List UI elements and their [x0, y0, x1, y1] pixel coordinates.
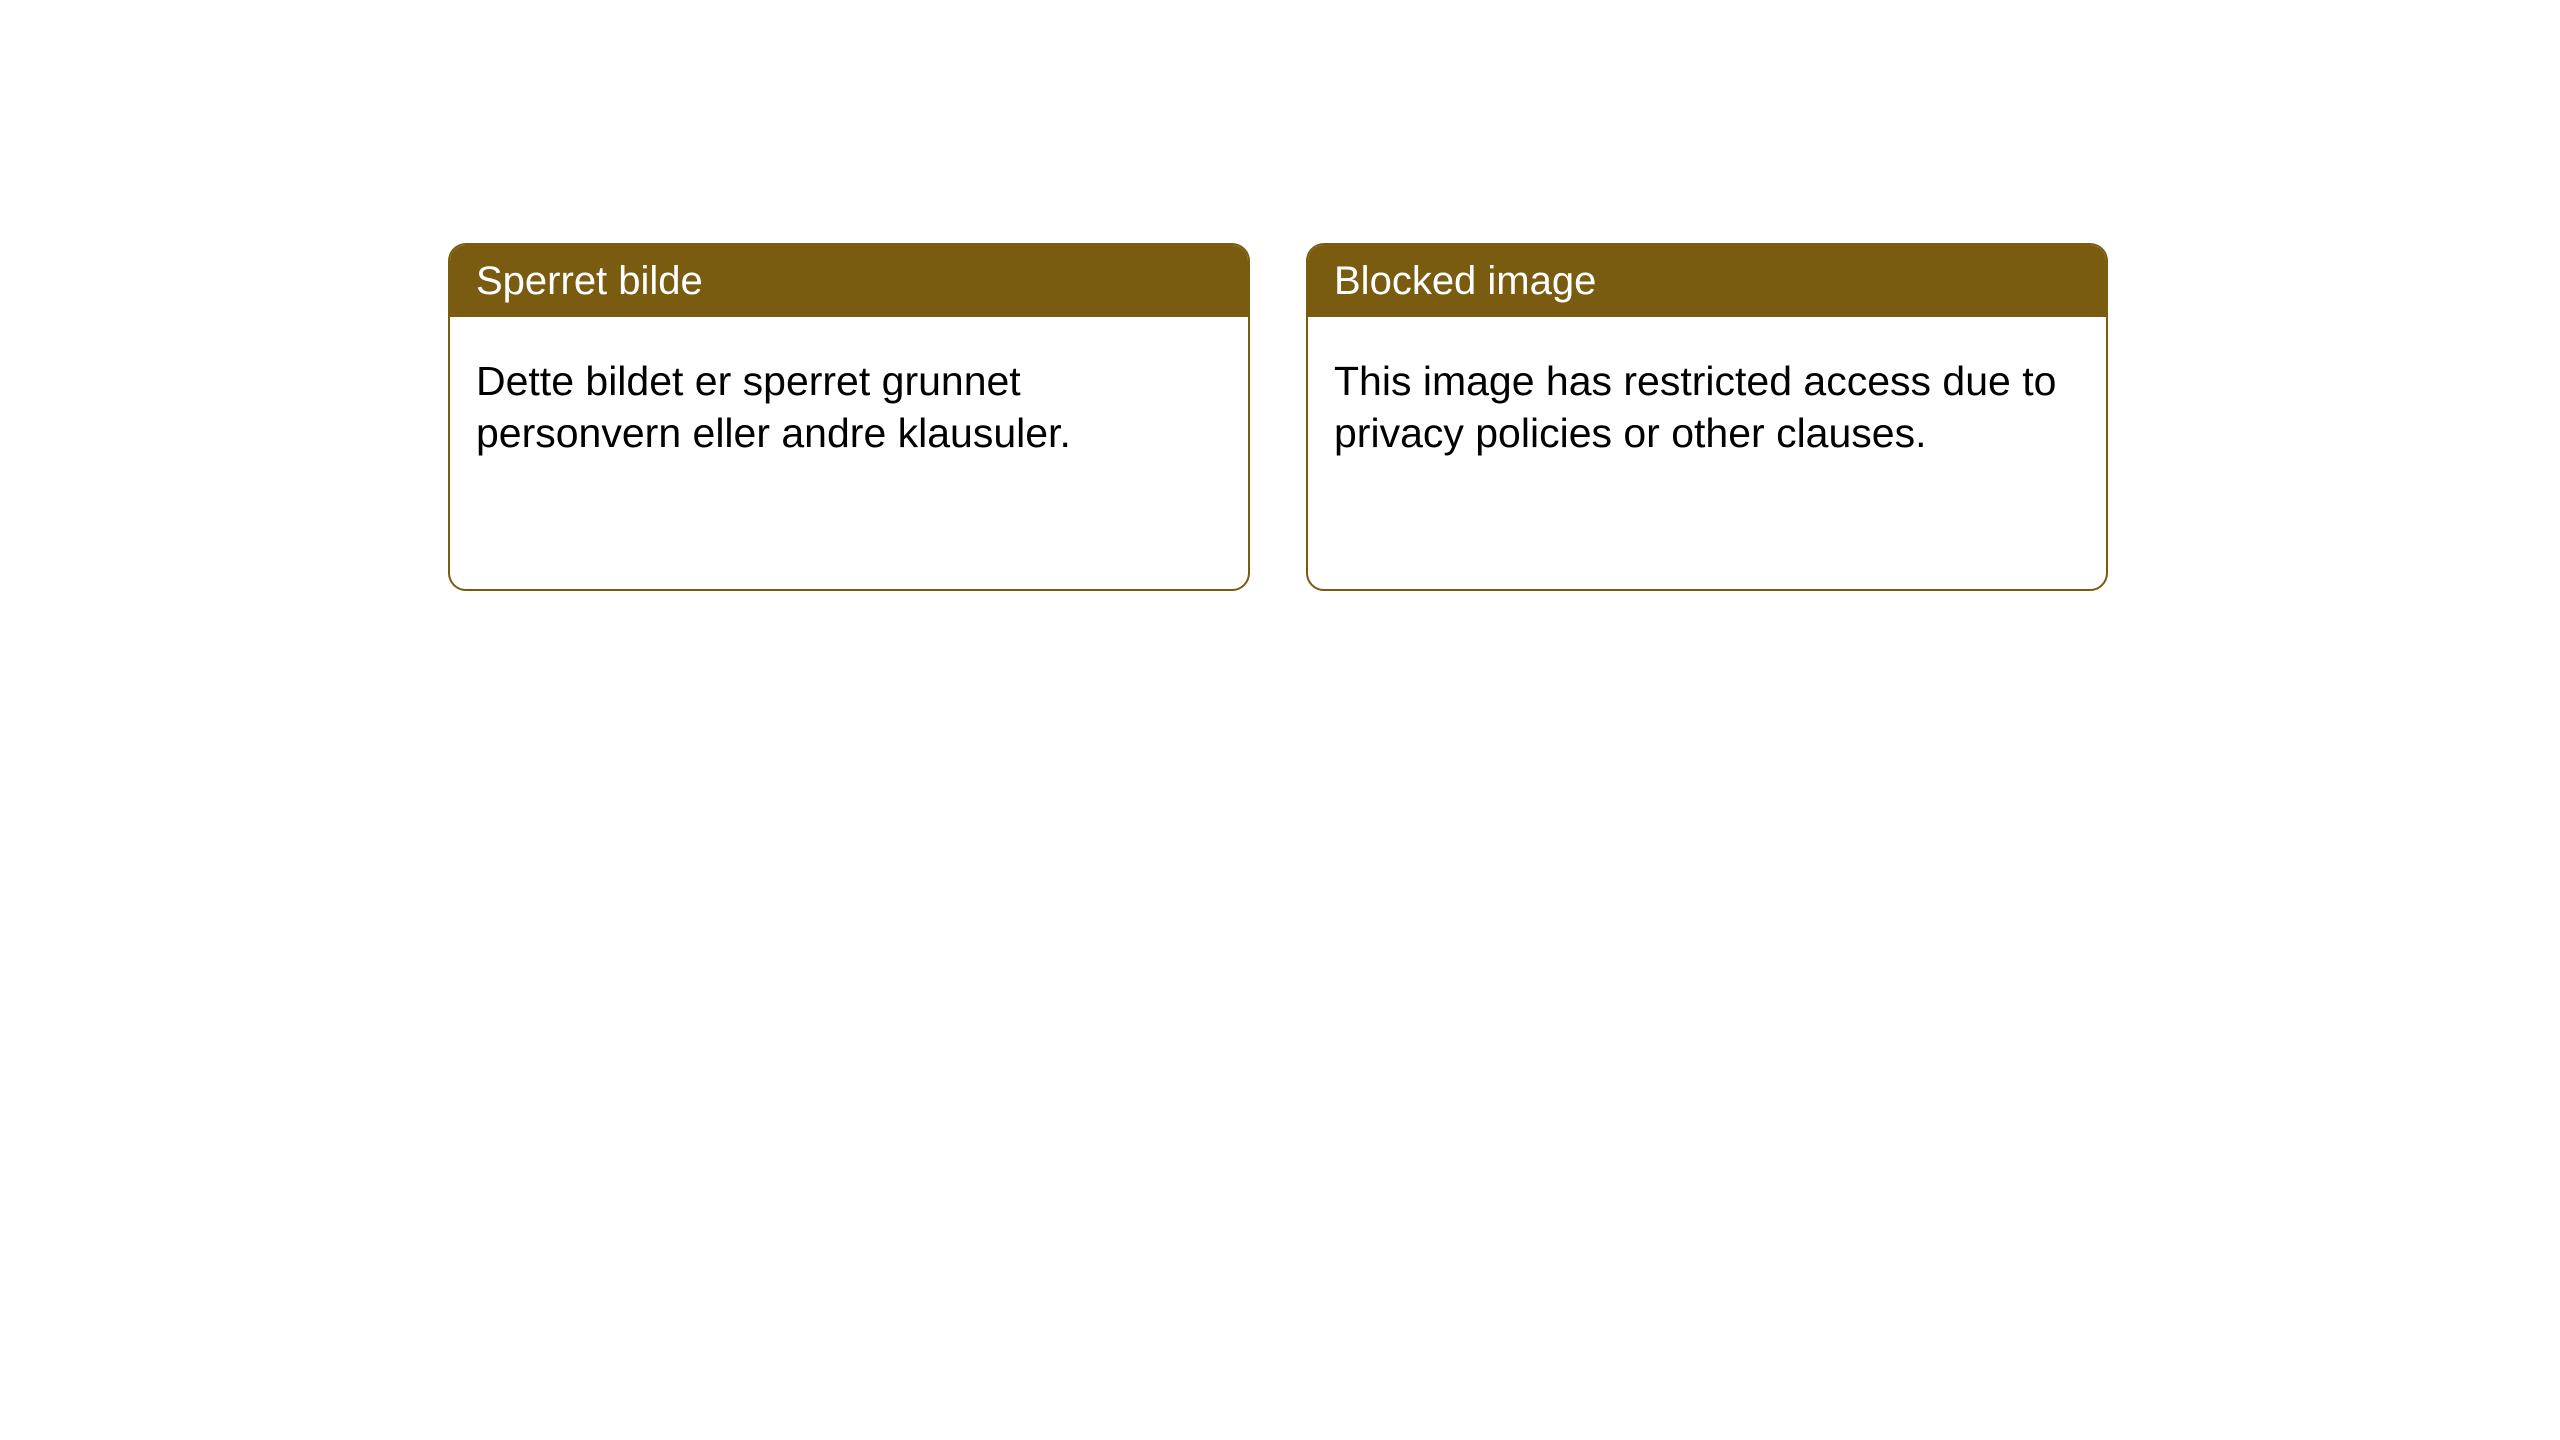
card-header-no: Sperret bilde	[450, 245, 1248, 317]
blocked-image-card-no: Sperret bilde Dette bildet er sperret gr…	[448, 243, 1250, 591]
card-body-no: Dette bildet er sperret grunnet personve…	[450, 317, 1248, 589]
card-body-en: This image has restricted access due to …	[1308, 317, 2106, 589]
card-header-en: Blocked image	[1308, 245, 2106, 317]
notice-container: Sperret bilde Dette bildet er sperret gr…	[0, 0, 2560, 591]
blocked-image-card-en: Blocked image This image has restricted …	[1306, 243, 2108, 591]
